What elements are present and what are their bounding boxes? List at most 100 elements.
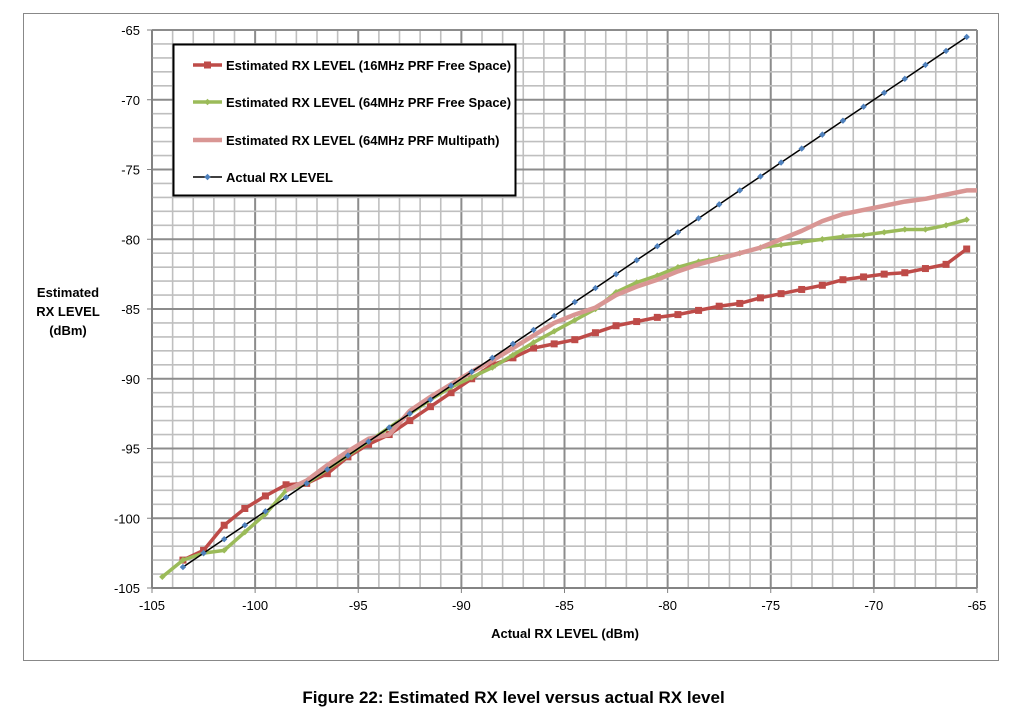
y-axis-label-line-3: (dBm) bbox=[49, 323, 87, 338]
data-point-diamond bbox=[839, 117, 847, 124]
x-tick-label: -95 bbox=[349, 598, 368, 613]
legend-item: Actual RX LEVEL bbox=[193, 170, 333, 185]
data-point-diamond bbox=[530, 326, 537, 334]
data-point-diamond bbox=[571, 316, 579, 324]
data-point-square bbox=[798, 285, 806, 293]
data-point-diamond bbox=[365, 438, 372, 445]
data-point-diamond bbox=[200, 549, 207, 557]
data-point-square bbox=[550, 340, 558, 348]
y-tick-label: -90 bbox=[121, 372, 140, 387]
data-point-square bbox=[860, 273, 868, 281]
data-point-diamond bbox=[530, 339, 537, 346]
legend-item: Estimated RX LEVEL (64MHz PRF Multipath) bbox=[193, 133, 500, 148]
data-point-square bbox=[426, 403, 434, 411]
data-point-square bbox=[963, 245, 971, 253]
data-point-diamond bbox=[220, 535, 228, 543]
data-point-diamond bbox=[241, 522, 249, 529]
data-point-diamond bbox=[592, 284, 599, 292]
data-point-diamond bbox=[819, 131, 826, 138]
y-axis-label-line-2: RX LEVEL bbox=[36, 304, 100, 319]
data-point-diamond bbox=[241, 529, 249, 536]
data-point-diamond bbox=[344, 452, 352, 459]
data-point-diamond bbox=[942, 222, 950, 229]
data-point-square bbox=[653, 313, 661, 321]
data-point-square bbox=[921, 265, 929, 273]
data-point-diamond bbox=[901, 75, 909, 83]
data-point-diamond bbox=[303, 480, 310, 487]
data-point-diamond bbox=[922, 61, 929, 69]
data-point-square bbox=[633, 318, 641, 326]
data-point-diamond bbox=[736, 187, 744, 194]
data-point-diamond bbox=[922, 226, 929, 233]
data-point-diamond bbox=[468, 374, 475, 381]
x-tick-label: -100 bbox=[242, 598, 268, 613]
legend-box bbox=[172, 43, 517, 197]
data-point-diamond bbox=[695, 215, 702, 222]
data-point-square bbox=[880, 270, 888, 278]
legend-label: Estimated RX LEVEL (64MHz PRF Free Space… bbox=[226, 95, 511, 110]
data-point-square bbox=[530, 344, 538, 352]
data-point-square bbox=[571, 336, 579, 344]
data-point-square bbox=[204, 61, 211, 69]
data-point-diamond bbox=[550, 328, 558, 335]
data-point-square bbox=[942, 260, 950, 268]
data-point-diamond bbox=[262, 508, 269, 515]
data-point-diamond bbox=[674, 229, 682, 236]
data-point-diamond bbox=[179, 556, 187, 564]
chart: -105 -100 -95 -90 -85 -80 -75 -70 -65 -65 -70 -75 -8… bbox=[23, 13, 999, 661]
x-tick-label: -85 bbox=[555, 598, 574, 613]
data-point-diamond bbox=[159, 573, 166, 581]
data-point-diamond bbox=[447, 382, 455, 389]
data-point-diamond bbox=[509, 340, 517, 348]
data-point-diamond bbox=[901, 226, 909, 233]
data-point-square bbox=[591, 329, 599, 337]
x-axis-label: Actual RX LEVEL (dBm) bbox=[491, 626, 639, 641]
series-4 bbox=[179, 33, 970, 571]
x-tick-label: -80 bbox=[658, 598, 677, 613]
data-point-diamond bbox=[633, 256, 640, 264]
data-point-diamond bbox=[715, 201, 723, 208]
data-point-diamond bbox=[550, 312, 558, 320]
data-point-diamond bbox=[385, 424, 393, 431]
data-point-diamond bbox=[757, 173, 764, 180]
x-tick-label: -90 bbox=[452, 598, 471, 613]
data-point-diamond bbox=[798, 238, 805, 246]
data-point-diamond bbox=[204, 173, 211, 181]
data-point-diamond bbox=[942, 47, 950, 55]
data-point-square bbox=[447, 389, 455, 397]
x-tick-label: -70 bbox=[864, 598, 883, 613]
data-point-diamond bbox=[777, 241, 785, 249]
data-point-diamond bbox=[798, 145, 805, 152]
y-tick-label: -95 bbox=[121, 442, 140, 457]
data-point-square bbox=[674, 311, 682, 319]
data-point-diamond bbox=[839, 233, 847, 240]
data-point-diamond bbox=[963, 216, 970, 223]
data-point-square bbox=[261, 492, 269, 500]
y-tick-label: -70 bbox=[121, 93, 140, 108]
data-point-square bbox=[406, 417, 414, 425]
data-point-diamond bbox=[468, 368, 475, 375]
legend-item: Estimated RX LEVEL (64MHz PRF Free Space… bbox=[193, 95, 511, 110]
data-point-square bbox=[241, 504, 249, 512]
data-point-square bbox=[695, 306, 703, 314]
data-point-square bbox=[220, 521, 228, 529]
data-point-diamond bbox=[509, 351, 517, 359]
figure-caption: Figure 22: Estimated RX level versus act… bbox=[302, 688, 725, 707]
data-point-square bbox=[756, 294, 764, 302]
data-point-square bbox=[839, 276, 847, 284]
data-point-diamond bbox=[324, 466, 331, 473]
series-layer bbox=[159, 33, 977, 581]
axes: -105 -100 -95 -90 -85 -80 -75 -70 -65 -65 -70 -75 -8… bbox=[114, 23, 986, 613]
x-tick-label: -75 bbox=[761, 598, 780, 613]
data-point-square bbox=[715, 302, 723, 310]
data-point-diamond bbox=[220, 547, 228, 554]
y-tick-label: -75 bbox=[121, 163, 140, 178]
legend-item: Estimated RX LEVEL (16MHz PRF Free Space… bbox=[193, 58, 511, 73]
y-tick-label: -85 bbox=[121, 302, 140, 317]
data-point-square bbox=[282, 481, 290, 489]
y-tick-label: -80 bbox=[121, 232, 140, 247]
data-point-square bbox=[323, 470, 331, 478]
data-point-square bbox=[612, 322, 620, 330]
y-tick-label: -65 bbox=[121, 23, 140, 38]
data-point-square bbox=[901, 269, 909, 277]
